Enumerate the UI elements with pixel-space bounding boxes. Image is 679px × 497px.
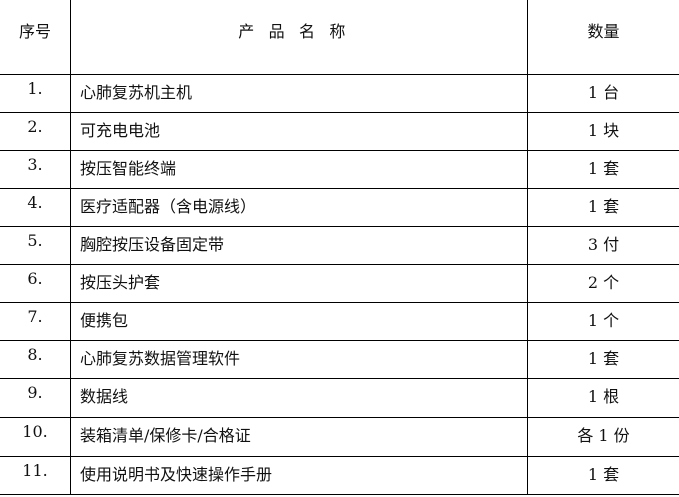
- header-quantity: 数量: [587, 22, 620, 41]
- row-product-name: 胸腔按压设备固定带: [80, 235, 225, 254]
- row-index: 10.: [22, 422, 48, 441]
- row-product-name: 心肺复苏数据管理软件: [80, 349, 241, 368]
- table-row: 5. 胸腔按压设备固定带 3 付: [0, 227, 679, 265]
- row-product-name: 医疗适配器（含电源线）: [80, 197, 257, 216]
- column-divider: [70, 0, 71, 495]
- row-index: 6.: [27, 269, 43, 288]
- header-index: 序号: [18, 22, 51, 41]
- header-product-name: 产品名称: [238, 22, 360, 41]
- table-row: 10. 装箱清单/保修卡/合格证 各 1 份: [0, 418, 679, 457]
- table-row: 7. 便携包 1 个: [0, 303, 679, 341]
- table-row: 1. 心肺复苏机主机 1 台: [0, 75, 679, 113]
- row-product-name: 按压智能终端: [80, 159, 177, 178]
- table-row: 11. 使用说明书及快速操作手册 1 套: [0, 457, 679, 495]
- table-row: 3. 按压智能终端 1 套: [0, 151, 679, 189]
- row-index: 7.: [27, 307, 43, 326]
- table-row: 6. 按压头护套 2 个: [0, 265, 679, 303]
- row-quantity: 1 套: [587, 159, 620, 178]
- table-row: 2. 可充电电池 1 块: [0, 113, 679, 151]
- table-row: 8. 心肺复苏数据管理软件 1 套: [0, 341, 679, 379]
- table-header-row: 序号 产品名称 数量: [0, 0, 679, 75]
- row-product-name: 数据线: [80, 387, 129, 406]
- row-quantity: 1 套: [587, 349, 620, 368]
- table-row: 4. 医疗适配器（含电源线） 1 套: [0, 189, 679, 227]
- row-product-name: 装箱清单/保修卡/合格证: [80, 426, 251, 445]
- column-divider: [527, 0, 528, 495]
- row-product-name: 使用说明书及快速操作手册: [80, 465, 273, 484]
- row-product-name: 按压头护套: [80, 273, 161, 292]
- row-quantity: 各 1 份: [577, 426, 630, 445]
- row-index: 11.: [22, 461, 48, 480]
- row-quantity: 1 台: [587, 83, 620, 102]
- row-index: 3.: [27, 155, 43, 174]
- row-quantity: 1 套: [587, 197, 620, 216]
- row-product-name: 可充电电池: [80, 121, 161, 140]
- row-quantity: 1 块: [587, 121, 620, 140]
- table-row: 9. 数据线 1 根: [0, 379, 679, 418]
- row-quantity: 1 根: [587, 387, 620, 406]
- row-index: 5.: [27, 231, 43, 250]
- row-index: 4.: [27, 193, 43, 212]
- row-index: 8.: [27, 345, 43, 364]
- row-product-name: 心肺复苏机主机: [80, 83, 193, 102]
- row-quantity: 1 个: [587, 311, 620, 330]
- row-product-name: 便携包: [80, 311, 129, 330]
- row-index: 2.: [27, 117, 43, 136]
- row-quantity: 2 个: [587, 273, 620, 292]
- row-index: 1.: [27, 79, 43, 98]
- row-quantity: 1 套: [587, 465, 620, 484]
- row-quantity: 3 付: [587, 235, 620, 254]
- row-index: 9.: [27, 383, 43, 402]
